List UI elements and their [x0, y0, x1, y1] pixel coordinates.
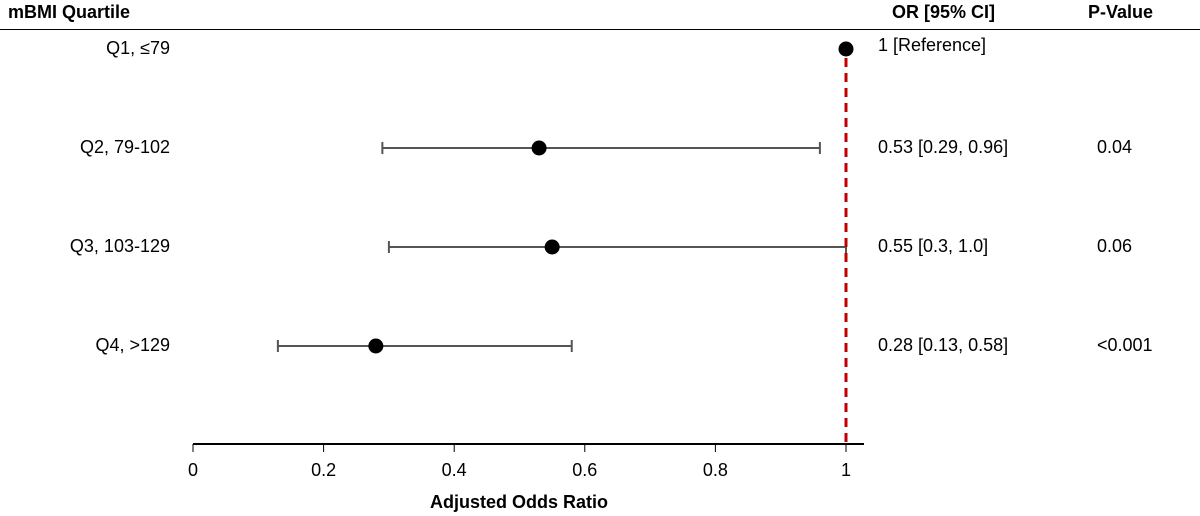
or-ci-text-q1: 1 [Reference]	[878, 35, 987, 55]
p-value-q4: <0.001	[1097, 335, 1153, 355]
x-tick-label-1: 0.2	[311, 460, 337, 480]
header-quartile: mBMI Quartile	[8, 2, 131, 22]
or-ci-text-q4: 0.28 [0.13, 0.58]	[878, 335, 1009, 355]
header-or-ci: OR [95% CI]	[892, 2, 996, 22]
p-value-q3: 0.06	[1097, 236, 1133, 256]
or-ci-text-q2: 0.53 [0.29, 0.96]	[878, 137, 1009, 157]
point-estimate-4	[368, 338, 384, 354]
row-label-q2: Q2, 79-102	[79, 137, 170, 157]
header-divider	[0, 29, 1200, 30]
x-tick-label-4: 0.8	[702, 460, 728, 480]
p-value-q2: 0.04	[1097, 137, 1133, 157]
point-estimate-2	[531, 140, 547, 156]
row-label-q4: Q4, >129	[95, 335, 170, 355]
point-estimate-1	[838, 41, 854, 57]
header-p-value: P-Value	[1088, 2, 1154, 22]
x-tick-label-2: 0.4	[441, 460, 467, 480]
row-label-q1: Q1, ≤79	[106, 38, 170, 58]
row-label-q3: Q3, 103-129	[69, 236, 170, 256]
x-tick-label-3: 0.6	[572, 460, 598, 480]
x-tick-label-0: 0	[187, 460, 199, 480]
point-estimate-3	[544, 239, 560, 255]
x-tick-label-5: 1	[840, 460, 852, 480]
x-axis-label: Adjusted Odds Ratio	[429, 492, 609, 512]
or-ci-text-q3: 0.55 [0.3, 1.0]	[878, 236, 989, 256]
